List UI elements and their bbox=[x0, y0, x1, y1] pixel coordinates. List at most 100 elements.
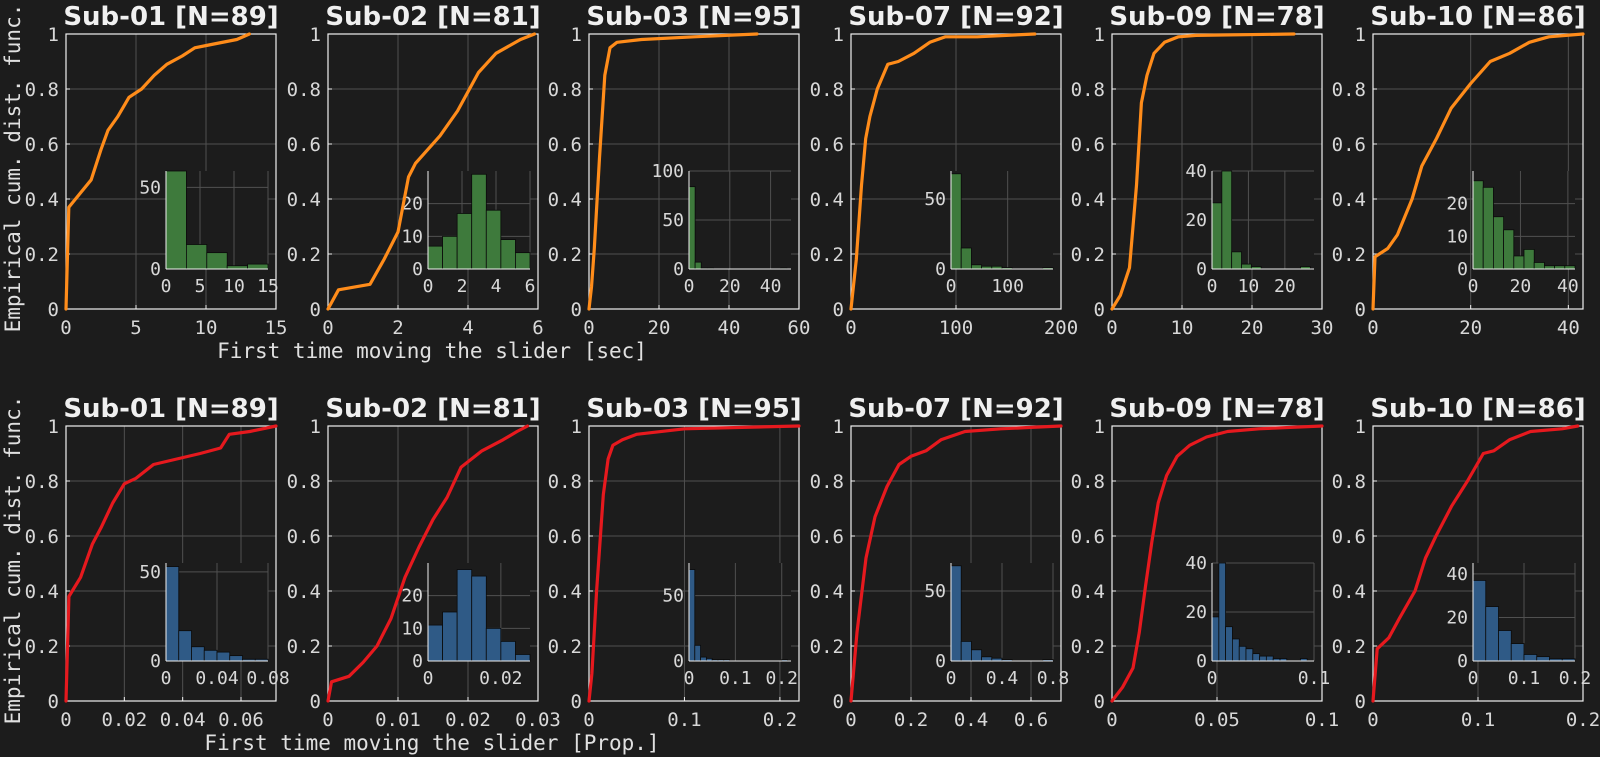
histogram-bar bbox=[1498, 630, 1512, 662]
y-tick-label: 0.8 bbox=[1071, 471, 1105, 493]
panel-title: Sub-07 [N=92] bbox=[848, 394, 1063, 424]
inset-x-tick-label: 0 bbox=[423, 668, 434, 689]
histogram-bar bbox=[1482, 186, 1494, 270]
cdf-series-line bbox=[587, 424, 801, 703]
histogram-bar bbox=[1513, 255, 1525, 270]
inset-x-tick-label: 0.1 bbox=[1298, 668, 1331, 689]
y-tick-label: 0.2 bbox=[548, 636, 582, 658]
histogram-bar bbox=[203, 649, 218, 662]
panel-title: Sub-09 [N=78] bbox=[1109, 2, 1324, 32]
inset-y-tick-label: 10 bbox=[1446, 226, 1468, 247]
histogram-bar bbox=[456, 213, 473, 270]
x-tick-label: 0 bbox=[1106, 317, 1117, 339]
histogram-bar bbox=[694, 644, 701, 662]
inset-x-tick-label: 40 bbox=[760, 276, 782, 297]
y-tick-label: 0.6 bbox=[287, 134, 321, 156]
y-tick-label: 0.4 bbox=[287, 189, 321, 211]
panel-title: Sub-10 [N=86] bbox=[1370, 2, 1585, 32]
inset-x-tick-label: 2 bbox=[457, 276, 468, 297]
y-tick-label: 0.2 bbox=[1332, 636, 1366, 658]
y-tick-label: 0.2 bbox=[287, 244, 321, 266]
panel-title: Sub-09 [N=78] bbox=[1109, 394, 1324, 424]
inset-y-tick-label: 0 bbox=[1196, 259, 1207, 280]
y-tick-label: 0 bbox=[571, 299, 582, 321]
axes-box bbox=[850, 425, 1062, 702]
y-tick-label: 1 bbox=[1094, 24, 1105, 46]
histogram-bar bbox=[442, 235, 458, 270]
y-tick-label: 0.2 bbox=[548, 244, 582, 266]
cdf-series-line bbox=[1371, 424, 1580, 703]
histogram-bar bbox=[216, 651, 231, 662]
x-tick-label: 200 bbox=[1044, 317, 1078, 339]
inset-y-tick-label: 50 bbox=[924, 189, 946, 210]
x-tick-label: 15 bbox=[265, 317, 288, 339]
x-tick-label: 0.2 bbox=[894, 709, 928, 731]
inset-x-tick-label: 0 bbox=[684, 668, 695, 689]
y-axis-label-top: Empirical cum. dist. func. bbox=[1, 4, 25, 333]
inset-x-tick-label: 15 bbox=[257, 276, 279, 297]
x-tick-label: 6 bbox=[532, 317, 543, 339]
histogram-bar bbox=[500, 239, 516, 270]
histogram-bar bbox=[1536, 656, 1550, 662]
x-tick-label: 0.01 bbox=[375, 709, 421, 731]
y-tick-label: 0.2 bbox=[810, 244, 844, 266]
inset-y-tick-label: 0 bbox=[1196, 651, 1207, 672]
histogram-bar bbox=[1211, 616, 1220, 662]
inset-x-tick-label: 0 bbox=[684, 276, 695, 297]
panel-title: Sub-03 [N=95] bbox=[586, 2, 801, 32]
panel-title: Sub-02 [N=81] bbox=[325, 394, 540, 424]
inset-x-tick-label: 0 bbox=[423, 276, 434, 297]
y-tick-label: 0.6 bbox=[25, 526, 59, 548]
histogram-bar bbox=[485, 627, 502, 662]
y-tick-label: 0.6 bbox=[1332, 526, 1366, 548]
histogram-bar bbox=[1259, 655, 1267, 662]
y-tick-label: 0 bbox=[1355, 299, 1366, 321]
inset-x-tick-label: 20 bbox=[1274, 276, 1296, 297]
histogram-bar bbox=[688, 186, 696, 270]
y-tick-label: 0.6 bbox=[1071, 526, 1105, 548]
inset-histogram: 0 0.04 0.08 0 50 bbox=[139, 562, 289, 689]
inset-x-tick-label: 0 bbox=[161, 276, 172, 297]
y-tick-label: 0.4 bbox=[810, 189, 844, 211]
histogram-bar bbox=[1245, 648, 1254, 662]
x-tick-label: 30 bbox=[1311, 317, 1334, 339]
histogram-bar bbox=[165, 566, 180, 662]
inset-y-tick-label: 0 bbox=[673, 651, 684, 672]
y-tick-label: 0.4 bbox=[1071, 581, 1105, 603]
axes-box bbox=[850, 33, 1062, 310]
inset-y-tick-label: 40 bbox=[1185, 161, 1207, 182]
y-tick-label: 1 bbox=[1355, 24, 1366, 46]
cdf-series-line bbox=[64, 32, 251, 311]
cdf-series-line bbox=[1371, 32, 1585, 311]
y-tick-label: 0.6 bbox=[810, 526, 844, 548]
y-tick-label: 0.4 bbox=[1332, 189, 1366, 211]
histogram-bar bbox=[178, 630, 192, 662]
y-tick-label: 0.6 bbox=[1332, 134, 1366, 156]
inset-y-tick-label: 20 bbox=[1446, 194, 1468, 215]
axes-box bbox=[1111, 425, 1323, 702]
inset-y-tick-label: 0 bbox=[412, 259, 423, 280]
histogram-bar bbox=[229, 655, 243, 662]
histogram-bar bbox=[1472, 580, 1487, 662]
histogram-bar bbox=[1523, 654, 1538, 662]
y-tick-label: 0.8 bbox=[810, 471, 844, 493]
histogram-bar bbox=[971, 264, 983, 270]
histogram-bar bbox=[471, 575, 487, 662]
y-tick-label: 1 bbox=[1355, 416, 1366, 438]
inset-y-tick-label: 40 bbox=[1185, 553, 1207, 574]
x-tick-label: 0 bbox=[60, 317, 71, 339]
histogram-bar bbox=[1218, 562, 1226, 662]
x-tick-label: 0 bbox=[322, 709, 333, 731]
inset-x-tick-label: 0.2 bbox=[765, 668, 798, 689]
inset-y-tick-label: 100 bbox=[651, 161, 684, 182]
y-tick-label: 0 bbox=[833, 299, 844, 321]
histogram-bar bbox=[1485, 606, 1499, 662]
y-tick-label: 0.8 bbox=[1071, 79, 1105, 101]
inset-x-tick-label: 40 bbox=[1557, 276, 1579, 297]
histogram-bar bbox=[427, 245, 443, 270]
